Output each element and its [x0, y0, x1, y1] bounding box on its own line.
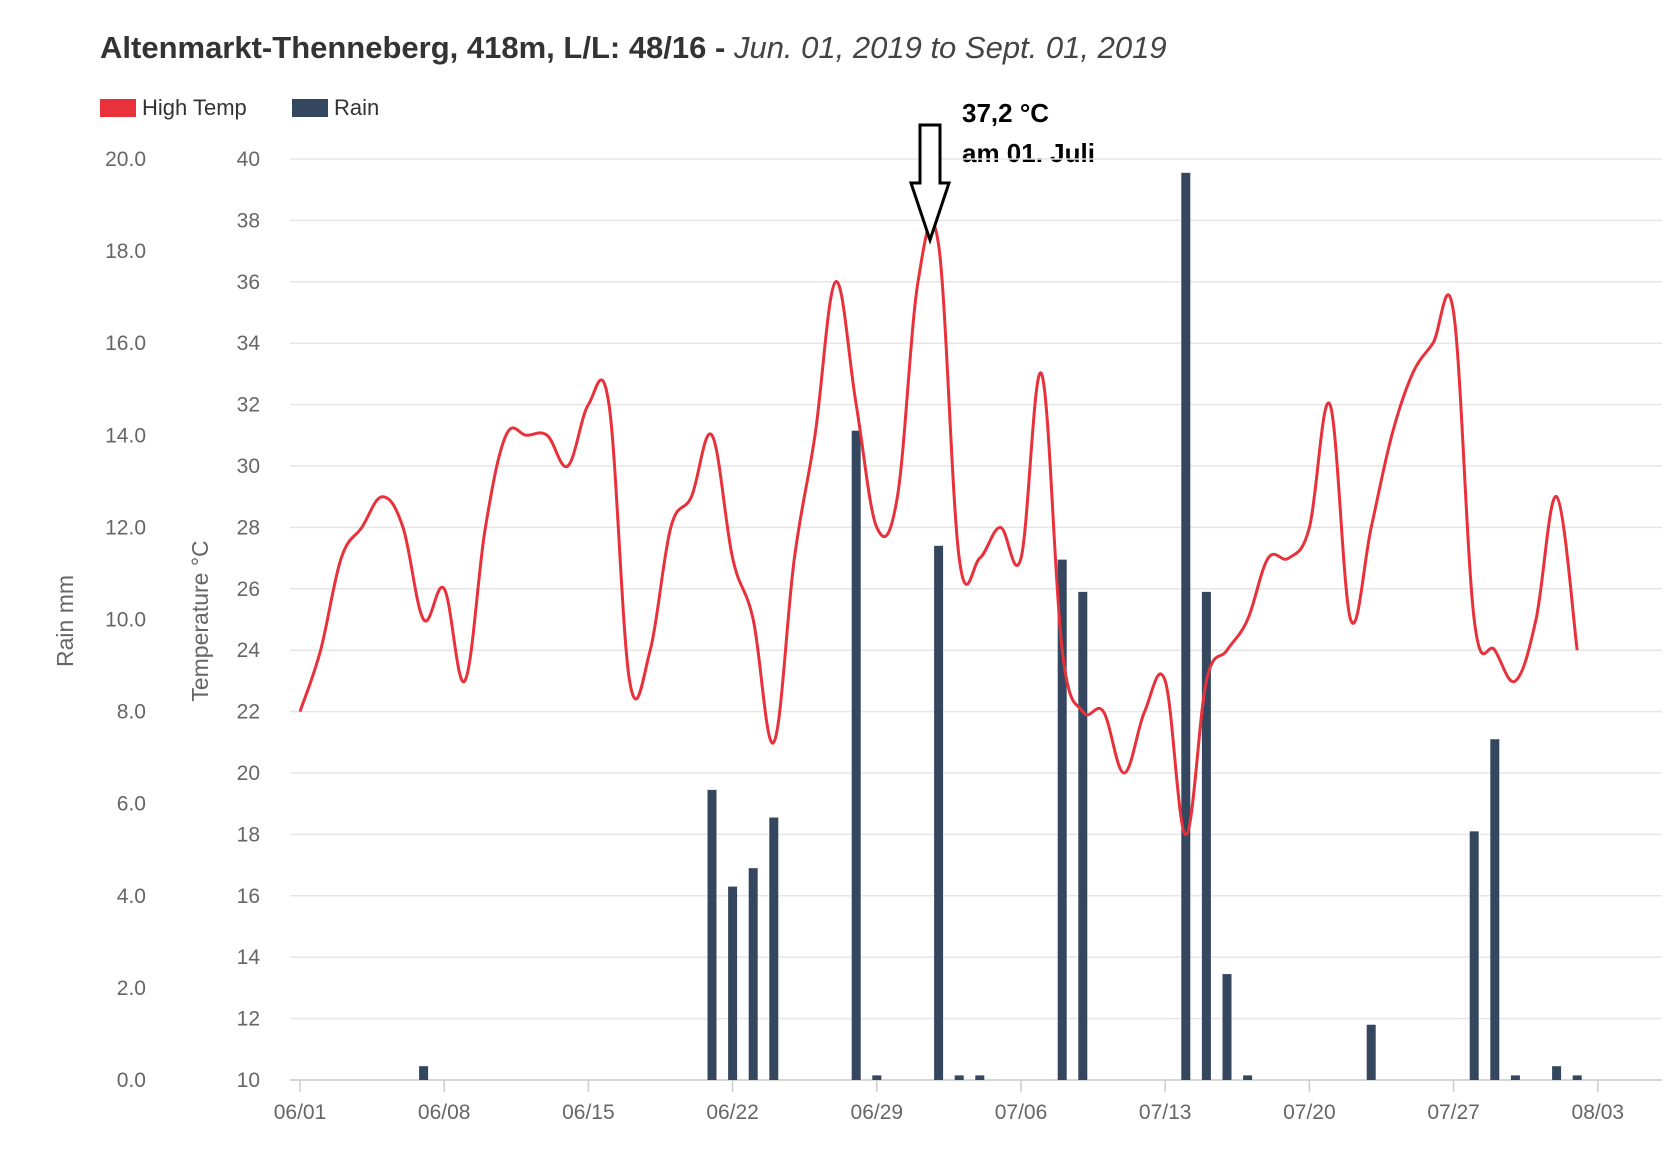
chart-subtitle: Jun. 01, 2019 to Sept. 01, 2019 — [733, 30, 1167, 65]
x-tick-label: 08/03 — [1572, 1101, 1625, 1124]
rain-bar — [728, 886, 738, 1080]
peak-annotation: 37,2 °C am 01. Juli — [962, 93, 1095, 173]
x-tick-label: 07/13 — [1139, 1101, 1192, 1124]
rain-bar — [1057, 559, 1067, 1080]
rain-bar — [1078, 591, 1088, 1080]
y-tick-label-rain: 14.0 — [105, 424, 146, 447]
y-tick-label-rain: 10.0 — [105, 609, 146, 632]
rain-bar — [934, 545, 944, 1080]
legend-label-high-temp: High Temp — [142, 95, 247, 120]
legend-swatch-rain — [292, 99, 328, 117]
rain-bar — [1469, 831, 1479, 1080]
x-tick-label: 07/06 — [995, 1101, 1048, 1124]
rain-bar — [419, 1066, 429, 1080]
chart-title-main: Altenmarkt-Thenneberg, 418m, L/L: 48/16 … — [100, 30, 726, 65]
y-tick-label-rain: 16.0 — [105, 332, 146, 355]
y-tick-label-temperature: 22 — [237, 701, 260, 724]
rain-bar — [954, 1075, 964, 1080]
x-tick-label: 06/08 — [418, 1101, 471, 1124]
y-axis-rain-label: Rain mm — [52, 575, 78, 667]
rain-bar — [1222, 974, 1232, 1080]
rain-bar — [872, 1075, 882, 1080]
x-tick-label: 07/20 — [1283, 1101, 1336, 1124]
y-tick-label-temperature: 36 — [237, 271, 260, 294]
chart-title: Altenmarkt-Thenneberg, 418m, L/L: 48/16 … — [100, 30, 1167, 66]
y-tick-label-rain: 18.0 — [105, 240, 146, 263]
high-temp-line — [298, 220, 1579, 836]
y-tick-label-rain: 8.0 — [117, 701, 146, 724]
rain-bar — [1552, 1066, 1562, 1080]
down-arrow-icon — [908, 123, 952, 245]
rain-bar — [975, 1075, 985, 1080]
y-tick-label-rain: 4.0 — [117, 885, 146, 908]
y-tick-label-rain: 12.0 — [105, 516, 146, 539]
rain-bar — [1201, 591, 1211, 1080]
rain-bar — [748, 868, 758, 1080]
y-tick-label-temperature: 32 — [237, 394, 260, 417]
rain-bar — [707, 789, 717, 1080]
x-tick-label: 06/22 — [706, 1101, 759, 1124]
legend-swatch-high-temp — [100, 99, 136, 117]
y-tick-label-temperature: 12 — [237, 1008, 260, 1031]
legend-item-rain[interactable]: Rain — [292, 95, 379, 121]
rain-bar — [1181, 172, 1191, 1080]
y-tick-label-rain: 20.0 — [105, 148, 146, 171]
x-tick-label: 06/29 — [851, 1101, 904, 1124]
y-tick-label-temperature: 34 — [237, 332, 261, 355]
y-tick-label-temperature: 16 — [237, 885, 260, 908]
y-axis-rain: 20.0 18.0 16.0 14.0 12.0 10.0 8.0 6.0 4.0 2.0 0.0 — [105, 148, 146, 1092]
rain-bars — [419, 172, 1582, 1080]
y-tick-label-temperature: 18 — [237, 823, 260, 846]
rain-bar — [851, 430, 861, 1080]
rain-bar — [1366, 1024, 1376, 1080]
legend-label-rain: Rain — [334, 95, 380, 120]
rain-bar — [1243, 1075, 1253, 1080]
x-tick-label: 06/01 — [274, 1101, 327, 1124]
y-tick-label-temperature: 40 — [237, 148, 260, 171]
y-tick-label-temperature: 38 — [237, 209, 260, 232]
x-tick-label: 07/27 — [1427, 1101, 1480, 1124]
y-tick-label-rain: 0.0 — [117, 1069, 146, 1092]
rain-bar — [769, 817, 779, 1080]
y-tick-label-temperature: 20 — [237, 762, 260, 785]
y-tick-label-temperature: 10 — [237, 1069, 260, 1092]
x-tick-label: 06/15 — [562, 1101, 615, 1124]
peak-annotation-date: am 01. Juli — [962, 138, 1095, 168]
x-axis: 06/01 06/08 06/15 06/22 06/29 07/06 07/13 07/20… — [274, 1080, 1624, 1124]
y-tick-label-rain: 2.0 — [117, 977, 146, 1000]
y-tick-label-temperature: 28 — [237, 516, 260, 539]
rain-bar — [1490, 739, 1500, 1080]
y-axis-temperature: 40 38 36 34 32 30 28 26 24 22 20 18 16 14 12 10 — [237, 148, 261, 1092]
y-tick-label-temperature: 14 — [237, 946, 261, 969]
grid — [290, 158, 1662, 1081]
rain-bar — [1510, 1075, 1520, 1080]
legend-item-high-temp[interactable]: High Temp — [100, 95, 247, 121]
y-tick-label-temperature: 24 — [237, 639, 261, 662]
rain-bar — [1572, 1075, 1582, 1080]
y-axis-temperature-label: Temperature °C — [187, 540, 213, 701]
peak-annotation-value: 37,2 °C — [962, 98, 1050, 128]
y-tick-label-rain: 6.0 — [117, 793, 146, 816]
y-tick-label-temperature: 26 — [237, 578, 260, 601]
y-tick-label-temperature: 30 — [237, 455, 260, 478]
